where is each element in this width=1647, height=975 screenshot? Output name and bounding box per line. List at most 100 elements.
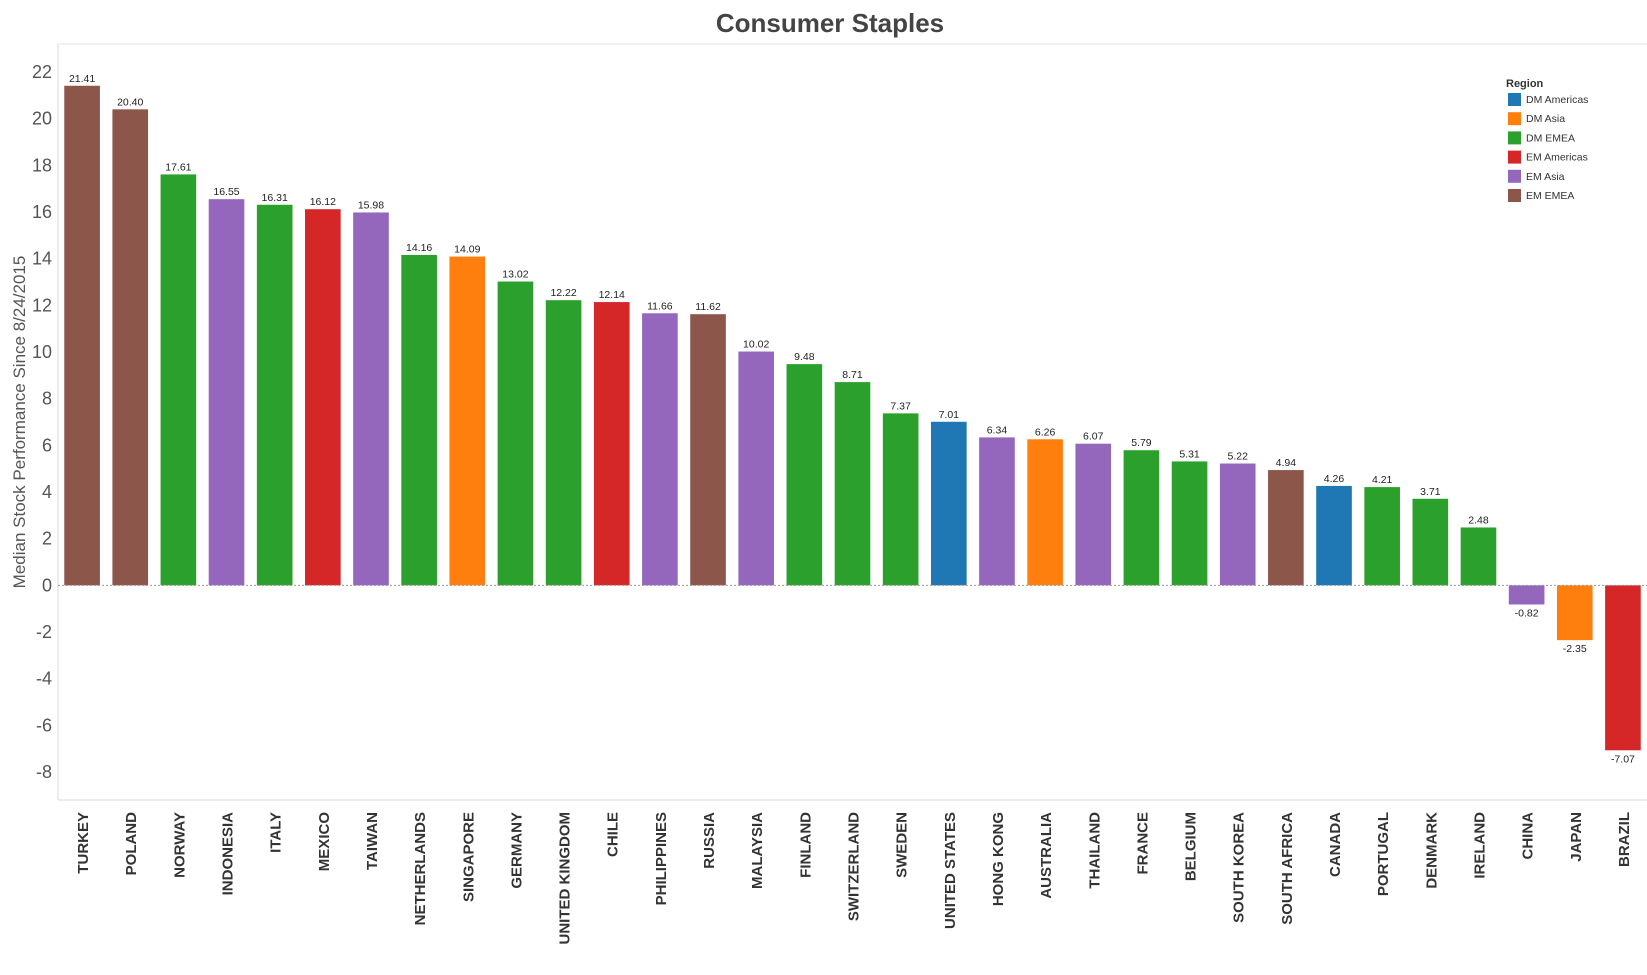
legend-swatch: [1508, 169, 1521, 183]
data-label: 5.22: [1227, 451, 1248, 463]
x-tick-label: AUSTRALIA: [1038, 812, 1055, 899]
data-label: 10.02: [743, 339, 769, 351]
x-tick-label: BRAZIL: [1616, 812, 1633, 867]
bar-finland[interactable]: [786, 364, 823, 586]
bar-denmark[interactable]: [1412, 498, 1449, 586]
bars: [64, 85, 1641, 751]
y-tick-label: 22: [32, 62, 52, 82]
bar-norway[interactable]: [160, 174, 197, 586]
bar-mexico[interactable]: [305, 209, 341, 586]
x-tick-label: SWEDEN: [894, 812, 911, 878]
data-label: 14.09: [454, 244, 480, 256]
bar-netherlands[interactable]: [401, 254, 437, 586]
y-tick-label: 12: [32, 295, 52, 315]
data-label: 6.34: [987, 424, 1008, 436]
data-label: 21.41: [69, 73, 95, 85]
data-label: 12.22: [550, 287, 576, 299]
x-tick-label: SWITZERLAND: [846, 812, 863, 921]
y-tick-label: 4: [42, 482, 52, 502]
data-label: -0.82: [1515, 607, 1539, 619]
y-tick-label: 2: [42, 529, 52, 549]
data-label: 12.14: [599, 289, 625, 301]
x-tick-label: TAIWAN: [364, 812, 381, 870]
bar-south-africa[interactable]: [1268, 470, 1304, 586]
bar-south-korea[interactable]: [1219, 463, 1256, 586]
x-tick-label: JAPAN: [1568, 812, 1585, 862]
legend-swatch: [1508, 112, 1521, 126]
data-label: 15.98: [358, 199, 384, 211]
bar-ireland[interactable]: [1460, 527, 1497, 586]
x-tick-label: NORWAY: [171, 812, 188, 878]
data-label: 16.55: [213, 186, 239, 198]
legend-swatch: [1508, 189, 1521, 202]
data-label: 16.12: [310, 196, 336, 208]
x-tick-label: PHILIPPINES: [653, 812, 670, 905]
data-label: -2.35: [1563, 643, 1587, 655]
bar-poland[interactable]: [112, 109, 149, 586]
data-label: 4.21: [1372, 474, 1393, 486]
bar-philippines[interactable]: [642, 313, 678, 586]
bar-turkey[interactable]: [64, 85, 100, 586]
bar-canada[interactable]: [1316, 485, 1352, 586]
legend-item: DM Asia: [1526, 113, 1565, 125]
bar-france[interactable]: [1123, 450, 1160, 586]
x-tick-label: TURKEY: [75, 812, 92, 874]
x-tick-label: IRELAND: [1471, 812, 1488, 879]
bar-switzerland[interactable]: [834, 382, 871, 586]
data-label: 17.61: [165, 161, 191, 173]
x-tick-label: CANADA: [1327, 812, 1344, 877]
y-tick-label: 20: [32, 109, 52, 129]
data-label: 5.79: [1131, 437, 1152, 449]
bar-sweden[interactable]: [882, 413, 919, 586]
data-label: 8.71: [842, 369, 863, 381]
bar-united-kingdom[interactable]: [545, 300, 582, 586]
bar-united-states[interactable]: [930, 421, 967, 586]
x-tick-label: SINGAPORE: [460, 812, 477, 902]
x-tick-label: MALAYSIA: [749, 812, 766, 889]
x-tick-label: UNITED STATES: [942, 812, 959, 929]
bar-malaysia[interactable]: [738, 351, 775, 586]
legend-item: EM Asia: [1526, 171, 1565, 183]
bar-thailand[interactable]: [1075, 443, 1112, 586]
y-tick-label: 16: [32, 202, 52, 222]
bar-taiwan[interactable]: [353, 212, 389, 586]
data-label: 3.71: [1420, 486, 1441, 498]
data-labels: 21.41 20.40 17.61 16.55 16.31 16.12 15.98 14.16…: [69, 73, 1635, 766]
bar-chile[interactable]: [593, 302, 630, 586]
x-tick-label: CHILE: [605, 812, 622, 857]
bar-russia[interactable]: [690, 314, 726, 586]
bar-brazil[interactable]: [1605, 585, 1641, 751]
bar-hong-kong[interactable]: [979, 437, 1015, 586]
bar-italy[interactable]: [256, 204, 293, 586]
bar-germany[interactable]: [497, 281, 534, 586]
x-tick-label: FINLAND: [797, 812, 814, 878]
bar-australia[interactable]: [1027, 439, 1063, 586]
y-tick-label: -8: [36, 762, 52, 782]
x-tick-label: POLAND: [123, 812, 140, 876]
y-tick-label: 6: [42, 435, 52, 455]
x-tick-label: SOUTH AFRICA: [1279, 812, 1296, 925]
legend-swatch: [1508, 93, 1521, 106]
y-axis-label: Median Stock Performance Since 8/24/2015: [10, 256, 29, 589]
bar-singapore[interactable]: [449, 256, 486, 586]
bar-belgium[interactable]: [1171, 461, 1208, 586]
bar-japan[interactable]: [1556, 585, 1593, 641]
x-tick-label: CHINA: [1520, 812, 1537, 860]
bar-indonesia[interactable]: [208, 199, 245, 586]
x-tick-label: RUSSIA: [701, 812, 718, 869]
bar-china[interactable]: [1508, 585, 1545, 605]
x-tick-label: ITALY: [268, 812, 285, 853]
data-label: 4.94: [1276, 457, 1297, 469]
legend-item: DM EMEA: [1526, 132, 1575, 144]
data-label: 5.31: [1179, 448, 1200, 460]
y-tick-label: -6: [36, 715, 52, 735]
x-tick-label: FRANCE: [1134, 812, 1151, 875]
x-tick-label: BELGIUM: [1183, 812, 1200, 881]
bar-portugal[interactable]: [1364, 487, 1400, 586]
x-tick-label: SOUTH KOREA: [1231, 812, 1248, 923]
legend-swatch: [1508, 150, 1521, 164]
data-label: 6.07: [1083, 431, 1104, 443]
data-label: 7.01: [939, 409, 960, 421]
x-tick-label: HONG KONG: [990, 812, 1007, 906]
legend-item: EM Americas: [1526, 152, 1588, 164]
